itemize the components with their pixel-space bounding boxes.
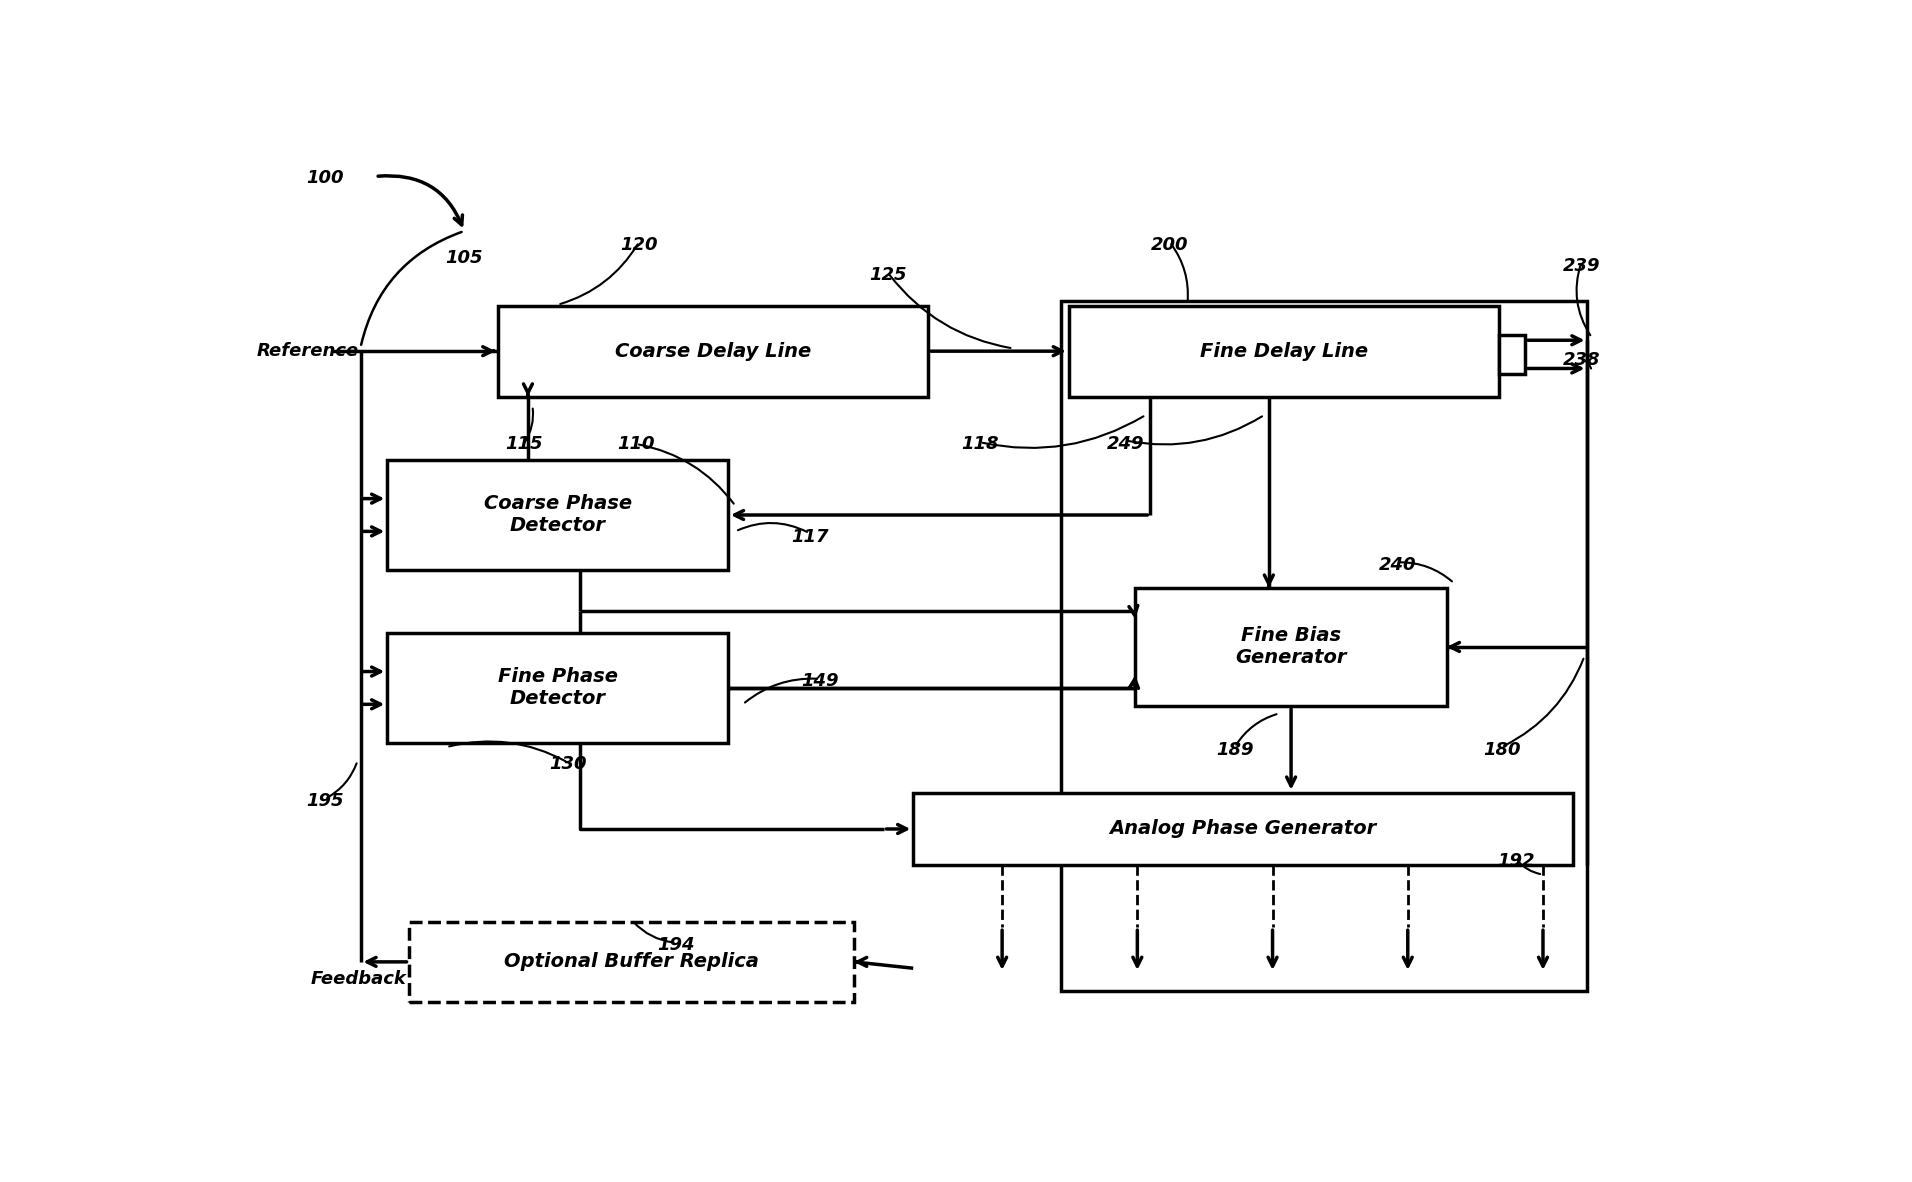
Text: 130: 130 [549,755,587,773]
Text: Fine Delay Line: Fine Delay Line [1199,342,1367,361]
Text: Feedback: Feedback [310,970,405,988]
Text: 180: 180 [1482,741,1520,759]
Text: 249: 249 [1107,435,1143,453]
Text: 149: 149 [801,671,839,689]
Text: Optional Buffer Replica: Optional Buffer Replica [505,953,759,972]
Text: 118: 118 [962,435,998,453]
Text: Coarse Delay Line: Coarse Delay Line [616,342,811,361]
Text: 100: 100 [306,169,344,187]
Text: Analog Phase Generator: Analog Phase Generator [1109,819,1377,838]
Text: 125: 125 [870,266,906,284]
Text: 189: 189 [1216,741,1254,759]
Text: 240: 240 [1379,556,1417,574]
Text: 110: 110 [618,435,656,453]
FancyBboxPatch shape [914,793,1572,865]
FancyBboxPatch shape [1499,335,1526,374]
Text: 238: 238 [1562,351,1600,369]
Text: 194: 194 [658,936,694,954]
Text: 105: 105 [445,249,484,267]
FancyBboxPatch shape [1136,587,1447,706]
Text: 120: 120 [619,235,658,254]
FancyBboxPatch shape [386,634,728,742]
Text: 239: 239 [1562,256,1600,274]
Text: 117: 117 [792,528,828,546]
FancyBboxPatch shape [409,922,855,1002]
Text: Reference: Reference [256,342,359,361]
Text: 200: 200 [1151,235,1189,254]
Text: Fine Phase
Detector: Fine Phase Detector [497,668,618,708]
Text: 195: 195 [306,792,344,810]
Text: 115: 115 [505,435,543,453]
FancyBboxPatch shape [386,460,728,570]
Text: 192: 192 [1497,852,1535,870]
Text: Fine Bias
Generator: Fine Bias Generator [1235,626,1346,668]
FancyBboxPatch shape [499,306,927,397]
FancyBboxPatch shape [1069,306,1499,397]
Text: Coarse Phase
Detector: Coarse Phase Detector [484,494,631,535]
